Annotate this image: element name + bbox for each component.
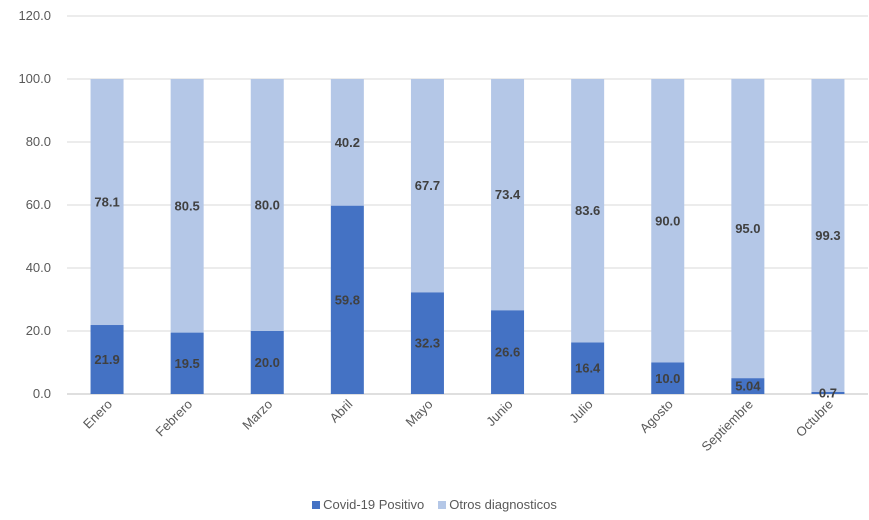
bar-segment-otros <box>410 79 444 293</box>
data-label-otros: 99.3 <box>815 228 840 243</box>
bar-segment-covid <box>90 325 124 394</box>
data-label-covid: 59.8 <box>335 292 360 307</box>
category-label: Enero <box>80 397 115 432</box>
bar-segment-covid <box>410 292 444 394</box>
bar-segment-otros <box>491 79 525 311</box>
bar-segment-otros <box>811 79 845 392</box>
bar-segment-otros <box>90 79 124 326</box>
data-label-otros: 67.7 <box>415 178 440 193</box>
bar-segment-covid <box>571 342 605 394</box>
legend-swatch-otros <box>438 500 447 509</box>
legend: Covid-19 Positivo Otros diagnosticos <box>0 497 869 512</box>
legend-swatch-covid <box>312 500 321 509</box>
data-label-covid: 16.4 <box>575 361 601 376</box>
bar-segment-covid <box>330 205 364 394</box>
y-tick-label: 20.0 <box>26 323 51 338</box>
bar-segment-covid <box>250 331 284 394</box>
data-label-covid: 20.0 <box>255 355 280 370</box>
y-tick-label: 100.0 <box>18 71 51 86</box>
category-label: Agosto <box>637 397 676 436</box>
data-label-otros: 80.5 <box>174 198 199 213</box>
y-tick-label: 120.0 <box>18 8 51 23</box>
category-label: Abril <box>326 396 355 425</box>
data-label-otros: 95.0 <box>735 221 760 236</box>
bar-segment-otros <box>170 79 204 333</box>
y-tick-label: 40.0 <box>26 260 51 275</box>
category-label: Mayo <box>402 397 435 430</box>
category-label: Febrero <box>152 397 195 440</box>
data-label-otros: 40.2 <box>335 135 360 150</box>
category-label: Julio <box>566 397 596 427</box>
data-label-covid: 21.9 <box>94 352 119 367</box>
category-label: Junio <box>483 397 516 430</box>
bar-segment-covid <box>651 362 685 394</box>
bar-segment-otros <box>651 79 685 363</box>
legend-item-covid: Covid-19 Positivo <box>312 497 424 512</box>
data-label-otros: 78.1 <box>94 195 119 210</box>
data-label-otros: 80.0 <box>255 198 280 213</box>
data-label-covid: 5.04 <box>735 379 761 394</box>
bar-segment-otros <box>571 79 605 343</box>
data-label-covid: 32.3 <box>415 336 440 351</box>
legend-label-covid: Covid-19 Positivo <box>323 497 425 512</box>
category-label: Septiembre <box>698 397 756 455</box>
data-label-covid: 26.6 <box>495 345 520 360</box>
bar-segment-covid <box>170 332 204 394</box>
bar-segment-otros <box>731 78 765 379</box>
data-label-covid: 19.5 <box>174 356 199 371</box>
data-label-otros: 90.0 <box>655 213 680 228</box>
data-label-covid: 0.7 <box>819 385 837 400</box>
data-label-otros: 73.4 <box>495 187 521 202</box>
y-tick-label: 0.0 <box>33 386 51 401</box>
legend-label-otros: Otros diagnosticos <box>449 497 557 512</box>
data-label-otros: 83.6 <box>575 203 600 218</box>
data-label-covid: 10.0 <box>655 371 680 386</box>
bar-segment-covid <box>731 378 765 394</box>
y-tick-label: 80.0 <box>26 134 51 149</box>
category-label: Marzo <box>239 397 275 433</box>
bar-segment-otros <box>330 79 364 206</box>
bar-segment-covid <box>491 310 525 394</box>
legend-item-otros: Otros diagnosticos <box>438 497 557 512</box>
bar-segment-otros <box>250 79 284 331</box>
bar-segment-covid <box>811 391 845 394</box>
y-tick-label: 60.0 <box>26 197 51 212</box>
category-label: Octubre <box>793 397 836 440</box>
